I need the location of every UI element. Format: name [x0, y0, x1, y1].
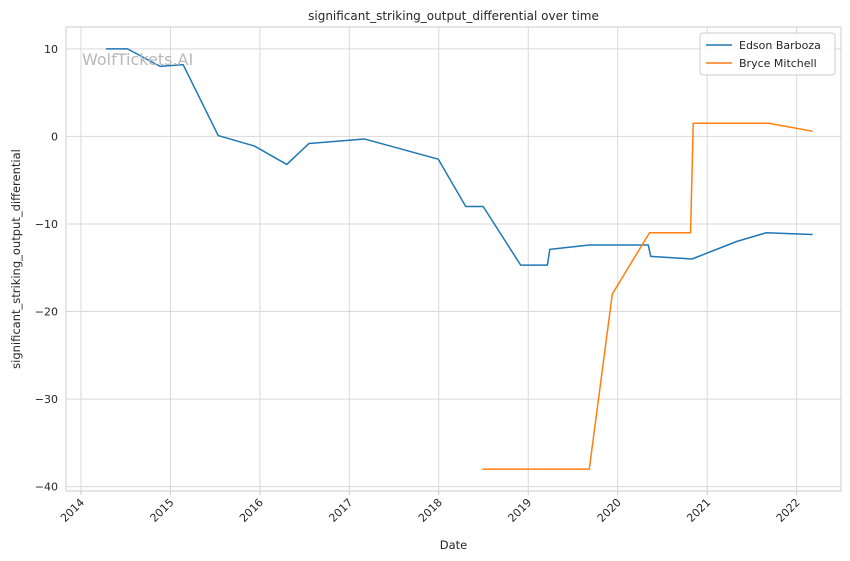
legend-label-edson-barboza: Edson Barboza — [739, 39, 821, 52]
legend: Edson Barboza Bryce Mitchell — [699, 32, 836, 76]
y-tick-label: −20 — [35, 306, 58, 319]
y-tick-label: 0 — [51, 130, 58, 143]
y-axis-title: significant_striking_output_differential — [9, 149, 23, 369]
chart-title: significant_striking_output_differential… — [308, 9, 599, 23]
y-tick-label: −10 — [35, 218, 58, 231]
y-axis-ticks: 10 0 −10 −20 −30 −40 — [35, 43, 58, 494]
plot-frame — [65, 26, 842, 492]
series-line-edson-barboza — [105, 48, 813, 266]
y-tick-label: −40 — [35, 481, 58, 494]
legend-label-bryce-mitchell: Bryce Mitchell — [739, 57, 817, 70]
y-tick-label: −30 — [35, 393, 58, 406]
legend-box — [699, 32, 836, 76]
watermark: WolfTickets.AI — [82, 50, 193, 69]
y-tick-label: 10 — [44, 43, 58, 56]
series-layer — [105, 48, 813, 470]
series-line-bryce-mitchell — [482, 122, 813, 470]
x-axis-title: Date — [440, 538, 468, 552]
